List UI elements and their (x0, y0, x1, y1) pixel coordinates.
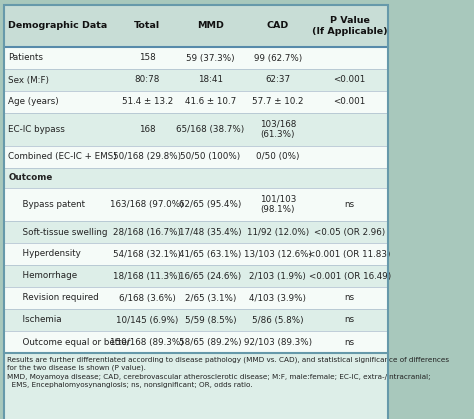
Bar (4, 287, 388, 309)
Text: Soft-tissue swelling: Soft-tissue swelling (17, 228, 107, 236)
Text: P Value
(If Applicable): P Value (If Applicable) (312, 16, 388, 36)
Text: 17/48 (35.4%): 17/48 (35.4%) (179, 228, 242, 236)
Text: 41/65 (63.1%): 41/65 (63.1%) (179, 249, 242, 259)
Text: 150/168 (89.3%): 150/168 (89.3%) (110, 337, 184, 347)
Text: 2/103 (1.9%): 2/103 (1.9%) (249, 272, 306, 280)
Text: 50/168 (29.8%): 50/168 (29.8%) (113, 153, 181, 161)
Bar (4, 47, 388, 69)
Text: 62/65 (95.4%): 62/65 (95.4%) (179, 200, 242, 209)
Text: ns: ns (345, 293, 355, 303)
Bar (4, 113, 388, 146)
Text: 58/65 (89.2%): 58/65 (89.2%) (179, 337, 242, 347)
Text: ns: ns (345, 337, 355, 347)
Bar (4, 168, 388, 188)
Text: Total: Total (134, 21, 160, 31)
Text: 54/168 (32.1%): 54/168 (32.1%) (113, 249, 181, 259)
Text: <0.001 (OR 16.49): <0.001 (OR 16.49) (309, 272, 391, 280)
Text: 92/103 (89.3%): 92/103 (89.3%) (244, 337, 312, 347)
Text: <0.05 (OR 2.96): <0.05 (OR 2.96) (314, 228, 385, 236)
Text: 18:41: 18:41 (198, 75, 223, 85)
Bar (4, 91, 388, 113)
Bar (4, 243, 388, 265)
Text: 163/168 (97.0%): 163/168 (97.0%) (110, 200, 184, 209)
Text: 41.6 ± 10.7: 41.6 ± 10.7 (185, 98, 236, 106)
Bar (4, 331, 388, 353)
Text: 50/50 (100%): 50/50 (100%) (181, 153, 241, 161)
Bar (4, 265, 388, 287)
Text: 5/59 (8.5%): 5/59 (8.5%) (185, 316, 237, 324)
Text: 13/103 (12.6%): 13/103 (12.6%) (244, 249, 312, 259)
Text: 103/168
(61.3%): 103/168 (61.3%) (260, 120, 296, 139)
Text: EC-IC bypass: EC-IC bypass (8, 125, 65, 134)
Text: Outcome: Outcome (8, 173, 53, 183)
Text: Revision required: Revision required (17, 293, 98, 303)
Bar (4, 221, 388, 243)
Text: 5/86 (5.8%): 5/86 (5.8%) (252, 316, 303, 324)
Text: 80:78: 80:78 (135, 75, 160, 85)
Text: Age (years): Age (years) (8, 98, 59, 106)
Text: <0.001: <0.001 (334, 75, 366, 85)
Text: 101/103
(98.1%): 101/103 (98.1%) (260, 195, 296, 214)
Text: ns: ns (345, 200, 355, 209)
Bar (4, 69, 388, 91)
Bar (4, 353, 388, 419)
Text: MMD: MMD (197, 21, 224, 31)
Text: Sex (M:F): Sex (M:F) (8, 75, 49, 85)
Text: Results are further differentiated according to disease pathology (MMD vs. CAD),: Results are further differentiated accor… (8, 356, 449, 388)
Text: 18/168 (11.3%): 18/168 (11.3%) (113, 272, 181, 280)
Text: Outcome equal or better: Outcome equal or better (17, 337, 130, 347)
Bar (4, 188, 388, 221)
Text: 4/103 (3.9%): 4/103 (3.9%) (249, 293, 306, 303)
Text: 10/145 (6.9%): 10/145 (6.9%) (116, 316, 178, 324)
Text: <0.001 (OR 11.83): <0.001 (OR 11.83) (309, 249, 391, 259)
Text: 62:37: 62:37 (265, 75, 290, 85)
Text: Combined (EC-IC + EMS): Combined (EC-IC + EMS) (8, 153, 117, 161)
Bar (4, 309, 388, 331)
Text: 57.7 ± 10.2: 57.7 ± 10.2 (252, 98, 303, 106)
Text: Ischemia: Ischemia (17, 316, 61, 324)
Bar (4, 5, 388, 47)
Text: Patients: Patients (8, 54, 43, 62)
Text: 0/50 (0%): 0/50 (0%) (256, 153, 300, 161)
Text: 11/92 (12.0%): 11/92 (12.0%) (246, 228, 309, 236)
Text: 2/65 (3.1%): 2/65 (3.1%) (185, 293, 236, 303)
Text: 158: 158 (139, 54, 155, 62)
Text: Hyperdensity: Hyperdensity (17, 249, 80, 259)
Text: 65/168 (38.7%): 65/168 (38.7%) (176, 125, 245, 134)
Text: ns: ns (345, 316, 355, 324)
Text: Demographic Data: Demographic Data (8, 21, 108, 31)
Text: <0.001: <0.001 (334, 98, 366, 106)
Text: 16/65 (24.6%): 16/65 (24.6%) (179, 272, 242, 280)
Text: Bypass patent: Bypass patent (17, 200, 84, 209)
Text: Hemorrhage: Hemorrhage (17, 272, 77, 280)
Bar (4, 146, 388, 168)
Text: 168: 168 (139, 125, 155, 134)
Text: 99 (62.7%): 99 (62.7%) (254, 54, 302, 62)
Text: 28/168 (16.7%): 28/168 (16.7%) (113, 228, 181, 236)
Text: CAD: CAD (266, 21, 289, 31)
Text: 59 (37.3%): 59 (37.3%) (186, 54, 235, 62)
Text: 51.4 ± 13.2: 51.4 ± 13.2 (121, 98, 173, 106)
Text: 6/168 (3.6%): 6/168 (3.6%) (118, 293, 175, 303)
